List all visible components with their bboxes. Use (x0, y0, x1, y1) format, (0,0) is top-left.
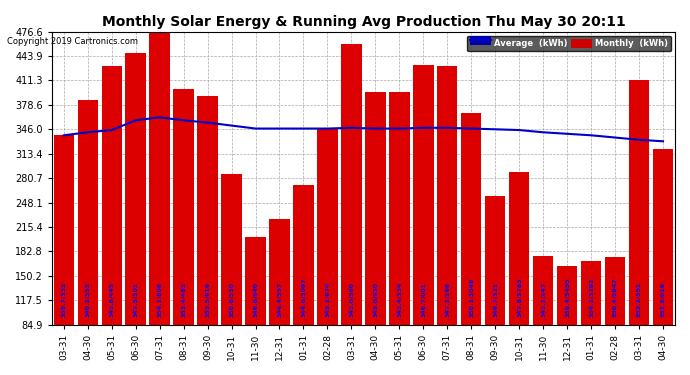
Text: 349.7/321: 349.7/321 (493, 282, 497, 317)
Text: 353.4/482: 353.4/482 (181, 282, 186, 317)
Text: 353.5/916: 353.5/916 (205, 282, 210, 317)
Text: 344.6/3097: 344.6/3097 (301, 278, 306, 317)
Text: 332.2/351: 332.2/351 (637, 282, 642, 317)
Bar (54, 135, 74, 375)
Bar (101, 66, 122, 375)
Bar (557, 266, 578, 375)
Title: Monthly Solar Energy & Running Avg Production Thu May 30 20:11: Monthly Solar Energy & Running Avg Produ… (101, 15, 625, 29)
Text: 350.1/3049: 350.1/3049 (469, 278, 474, 317)
Bar (581, 261, 601, 375)
Bar (317, 129, 337, 375)
Text: 344.4/357: 344.4/357 (277, 282, 282, 317)
Bar (269, 219, 290, 375)
Text: 354.1/808: 354.1/808 (157, 282, 162, 317)
Bar (173, 89, 194, 375)
Text: 338.7/332: 338.7/332 (61, 282, 66, 317)
Text: 347.8/3783: 347.8/3783 (517, 278, 522, 317)
Bar (293, 185, 314, 375)
Text: 343.1/674: 343.1/674 (325, 282, 330, 317)
Text: 334.2/3292: 334.2/3292 (589, 278, 593, 317)
Bar (413, 65, 433, 375)
Bar (150, 31, 170, 375)
Bar (629, 80, 649, 375)
Bar (653, 149, 673, 375)
Bar (509, 172, 529, 375)
Text: 343.8/445: 343.8/445 (109, 282, 115, 317)
Bar (197, 96, 218, 375)
Text: 343.4/334: 343.4/334 (397, 282, 402, 317)
Bar (342, 44, 362, 375)
Bar (389, 92, 410, 375)
Text: 340.2/352: 340.2/352 (86, 282, 90, 317)
Text: 347.2/268: 347.2/268 (445, 282, 450, 317)
Bar (246, 237, 266, 375)
Text: 346.7/001: 346.7/001 (421, 282, 426, 317)
Bar (605, 257, 625, 375)
Text: 346.8/840: 346.8/840 (253, 282, 258, 317)
Legend: Average  (kWh), Monthly  (kWh): Average (kWh), Monthly (kWh) (467, 36, 671, 51)
Bar (221, 174, 242, 375)
Text: 339.4/3455: 339.4/3455 (564, 278, 570, 317)
Text: 331.8/019: 331.8/019 (660, 282, 666, 317)
Bar (437, 66, 457, 375)
Text: 343.0/580: 343.0/580 (349, 282, 354, 317)
Bar (533, 256, 553, 375)
Bar (485, 196, 505, 375)
Bar (77, 100, 98, 375)
Text: 350.6/530: 350.6/530 (229, 282, 234, 317)
Bar (461, 113, 482, 375)
Text: 343.2/247: 343.2/247 (541, 282, 546, 317)
Text: 347.5/301: 347.5/301 (133, 282, 138, 317)
Bar (365, 92, 386, 375)
Bar (126, 53, 146, 375)
Text: 343.0/930: 343.0/930 (373, 282, 378, 317)
Text: Copyright 2019 Cartronics.com: Copyright 2019 Cartronics.com (7, 38, 138, 46)
Text: 330.4/3947: 330.4/3947 (613, 278, 618, 317)
